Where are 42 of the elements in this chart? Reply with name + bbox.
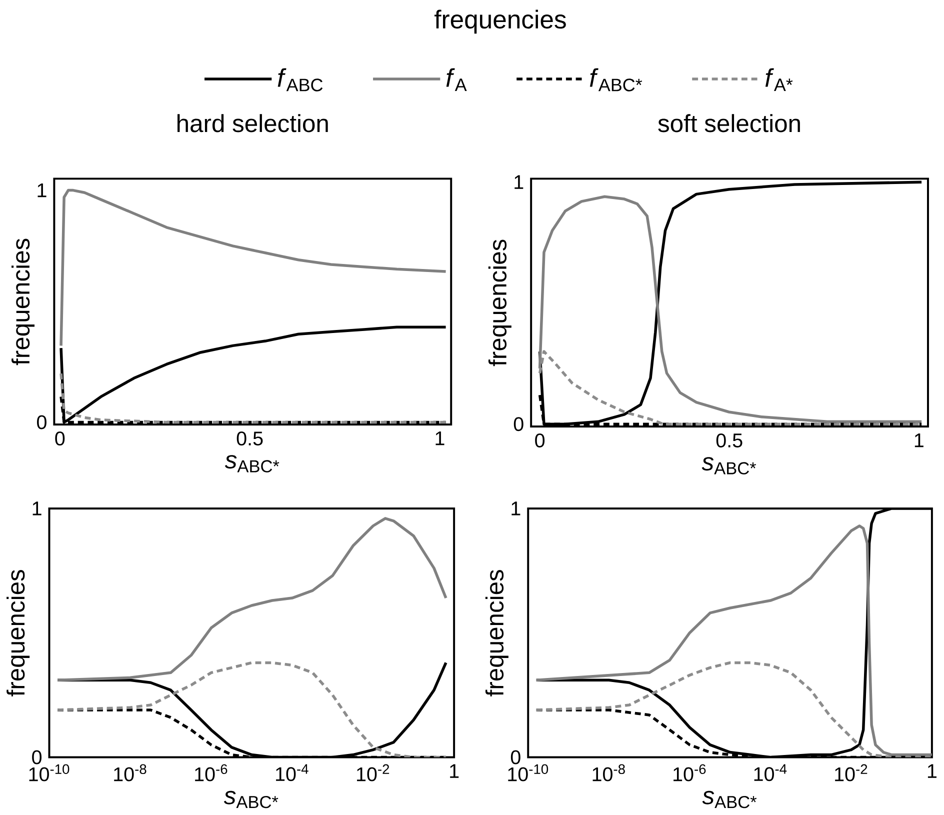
chart-title: hard selection (178, 114, 328, 132)
x-tick-label: 0.5 (716, 434, 742, 448)
x-tick-label: 10$^{-8}$ (592, 764, 625, 782)
x-tick-label: 1 (436, 432, 444, 446)
x-tick-label: 10$^{-10}$ (29, 764, 70, 782)
y-tick-label: 1 (514, 175, 524, 189)
x-axis-title: s$_{ABC*}$ (702, 457, 756, 474)
x-tick-label: 1 (928, 764, 936, 778)
y-tick-label: 0 (514, 417, 524, 432)
x-tick-label: 10$^{-2}$ (357, 764, 390, 782)
x-tick-label: 0.5 (236, 432, 263, 446)
y-axis-title: frequencies (485, 570, 508, 696)
y-tick-label: 0 (32, 750, 42, 764)
legend-title: frequencies (434, 10, 566, 34)
x-tick-label: 10$^{-6}$ (674, 764, 706, 782)
y-tick-label: 0 (510, 750, 520, 764)
x-axis-title: s$_{ABC*}$ (224, 455, 280, 473)
y-tick-label: 1 (38, 184, 46, 198)
legend-label: f$_{A*}$ (765, 68, 793, 92)
chart-title: soft selection (658, 114, 800, 132)
y-axis-title: frequencies (6, 570, 30, 696)
x-tick-label: 0 (55, 432, 65, 446)
x-axis-title: s$_{ABC*}$ (702, 790, 757, 808)
x-tick-label: 1 (914, 434, 924, 448)
x-tick-label: 0 (535, 434, 545, 448)
y-axis-title: frequencies (488, 240, 512, 366)
y-tick-label: 1 (32, 502, 42, 516)
y-axis-title: frequencies (12, 238, 35, 366)
x-tick-label: 10$^{-4}$ (276, 764, 308, 782)
line-series (60, 372, 448, 424)
legend-label: f$_{ABC}$ (278, 68, 323, 92)
x-tick-label: 10$^{-10}$ (508, 764, 548, 782)
x-tick-label: 10$^{-2}$ (835, 764, 868, 782)
x-tick-label: 10$^{-8}$ (114, 764, 146, 782)
legend-label: f$_{ABC*}$ (590, 68, 642, 92)
y-tick-label: 0 (37, 415, 46, 430)
x-tick-label: 10$^{-4}$ (754, 764, 787, 782)
y-tick-label: 1 (512, 502, 520, 516)
x-tick-label: 10$^{-6}$ (195, 764, 228, 782)
x-axis-title: s$_{ABC*}$ (224, 790, 278, 808)
legend-label: f$_{A}$ (446, 68, 467, 92)
x-tick-label: 1 (450, 764, 459, 778)
